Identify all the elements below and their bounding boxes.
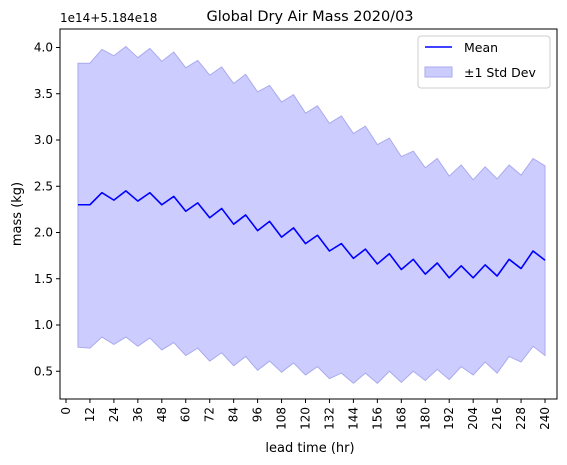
x-tick-label: 24 xyxy=(107,407,121,422)
x-tick-label: 108 xyxy=(275,407,289,430)
y-tick-label: 0.5 xyxy=(34,364,53,378)
x-tick-label: 48 xyxy=(155,407,169,422)
x-tick-label: 144 xyxy=(346,407,360,430)
y-tick-label: 3.0 xyxy=(34,133,53,147)
y-axis-label: mass (kg) xyxy=(10,182,25,246)
x-tick-label: 96 xyxy=(251,407,265,422)
y-offset-label: 1e14+5.184e18 xyxy=(60,11,157,25)
x-tick-label: 216 xyxy=(490,407,504,430)
x-tick-label: 12 xyxy=(83,407,97,422)
x-tick-label: 228 xyxy=(514,407,528,430)
x-tick-label: 168 xyxy=(394,407,408,430)
axes-layer: 0 12 24 36 48 60 72 84 96 108 120 132 144 156 168 180 19… xyxy=(34,28,558,430)
std-dev-band xyxy=(77,45,546,384)
x-tick-label: 192 xyxy=(442,407,456,430)
x-tick-label: 0 xyxy=(59,407,73,415)
legend-band-label: ±1 Std Dev xyxy=(464,65,536,80)
plot-frame xyxy=(59,28,558,400)
x-tick-label: 84 xyxy=(227,407,241,422)
chart-title: Global Dry Air Mass 2020/03 xyxy=(206,9,413,25)
x-axis-label: lead time (hr) xyxy=(265,441,354,456)
x-tick-label: 36 xyxy=(131,407,145,422)
y-tick-label: 1.5 xyxy=(34,272,53,286)
x-tick-label: 156 xyxy=(370,407,384,430)
legend: Mean ±1 Std Dev xyxy=(417,35,551,89)
x-tick-label: 120 xyxy=(299,407,313,430)
y-tick-label: 1.0 xyxy=(34,318,53,332)
x-tick-label: 72 xyxy=(203,407,217,422)
legend-mean-label: Mean xyxy=(464,40,498,55)
plot-layer xyxy=(77,45,546,384)
x-tick-label: 240 xyxy=(538,407,552,430)
y-tick-label: 3.5 xyxy=(34,87,53,101)
y-tick-label: 2.5 xyxy=(34,179,53,193)
legend-band-swatch xyxy=(424,66,453,78)
y-tick-label: 2.0 xyxy=(34,226,53,240)
x-tick-label: 204 xyxy=(466,407,480,430)
x-tick-label: 180 xyxy=(418,407,432,430)
x-tick-label: 60 xyxy=(179,407,193,422)
x-tick-label: 132 xyxy=(322,407,336,430)
y-tick-label: 4.0 xyxy=(34,41,53,55)
mean-line xyxy=(77,190,546,279)
